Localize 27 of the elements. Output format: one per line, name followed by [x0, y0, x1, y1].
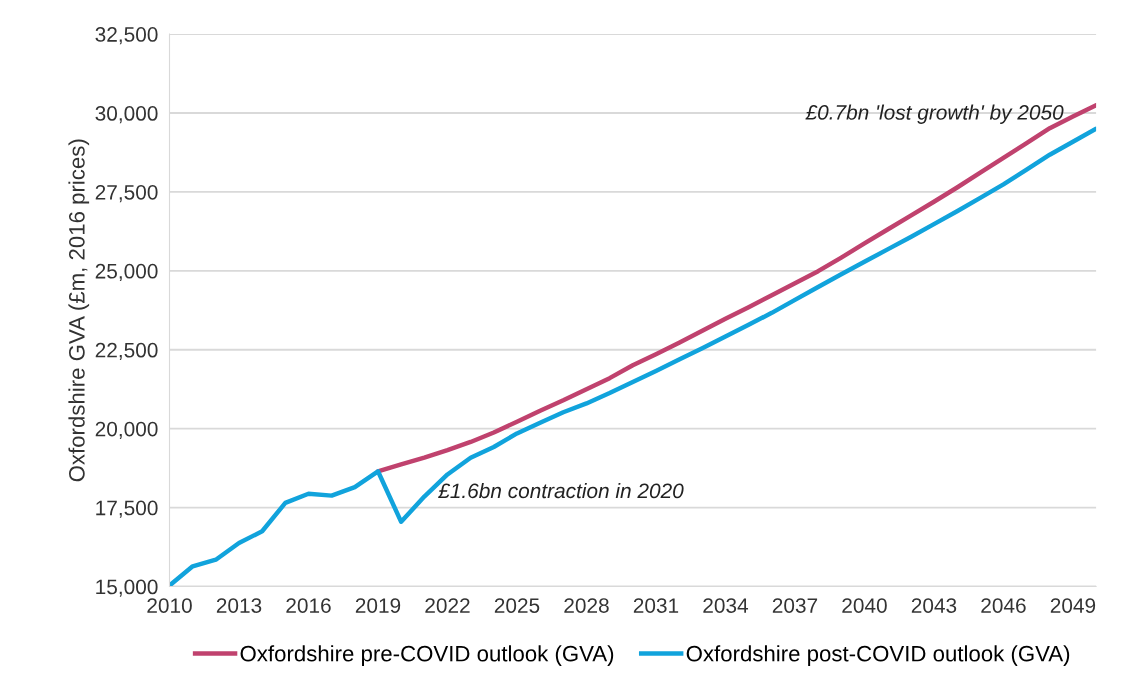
x-tick-label: 2040 — [842, 598, 887, 613]
x-tick-label: 2037 — [772, 598, 818, 613]
annotation: £1.6bn contraction in 2020 — [438, 482, 684, 499]
y-tick-label: 27,500 — [95, 184, 158, 203]
x-tick-label: 2034 — [703, 598, 749, 613]
legend-label: Oxfordshire post-COVID outlook (GVA) — [686, 645, 1070, 666]
x-tick-label: 2028 — [564, 598, 609, 613]
x-tick-label: 2019 — [355, 598, 401, 613]
x-tick-label: 2016 — [286, 598, 331, 613]
x-tick-label: 2013 — [216, 598, 262, 613]
y-tick-label: 17,500 — [96, 500, 158, 518]
x-tick-label: 2043 — [911, 598, 957, 613]
x-tick-label: 2025 — [494, 598, 540, 613]
annotation: £0.7bn 'lost growth' by 2050 — [805, 104, 1064, 124]
x-tick-label: 2049 — [1050, 598, 1096, 613]
y-tick-label: 30,000 — [95, 106, 158, 124]
x-tick-label: 2046 — [981, 598, 1026, 613]
y-axis-title: Oxfordshire GVA (£m, 2016 prices) — [68, 139, 90, 482]
y-tick-label: 15,000 — [96, 579, 158, 597]
y-tick-label: 25,000 — [95, 263, 158, 282]
x-tick-label: 2031 — [633, 598, 679, 613]
x-tick-label: 2010 — [147, 598, 192, 613]
legend-label: Oxfordshire pre-COVID outlook (GVA) — [240, 645, 614, 666]
x-tick-label: 2022 — [425, 598, 470, 613]
y-tick-label: 20,000 — [95, 421, 158, 439]
y-tick-label: 22,500 — [95, 342, 158, 360]
y-tick-label: 32,500 — [95, 27, 158, 45]
